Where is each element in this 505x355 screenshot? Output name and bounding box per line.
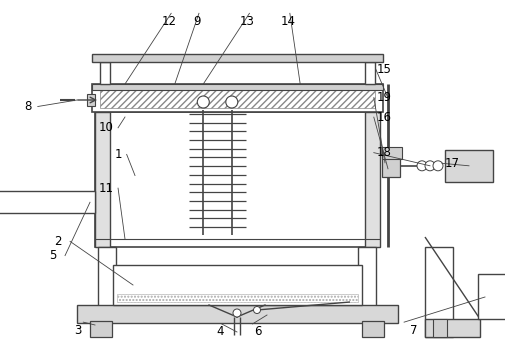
Bar xyxy=(90,321,112,337)
Bar xyxy=(113,265,362,305)
Text: 18: 18 xyxy=(376,146,391,159)
Text: 7: 7 xyxy=(411,324,418,337)
Text: 16: 16 xyxy=(376,111,391,124)
Circle shape xyxy=(233,309,241,317)
Text: 6: 6 xyxy=(254,326,261,338)
Text: 11: 11 xyxy=(98,182,114,195)
Bar xyxy=(117,294,358,302)
Text: 15: 15 xyxy=(376,63,391,76)
Circle shape xyxy=(197,96,209,108)
Bar xyxy=(92,84,383,112)
Circle shape xyxy=(254,306,261,313)
Bar xyxy=(98,247,116,319)
Text: 2: 2 xyxy=(55,235,62,248)
Text: 19: 19 xyxy=(376,91,391,104)
Text: 9: 9 xyxy=(193,15,200,28)
Bar xyxy=(100,62,110,84)
Bar xyxy=(358,247,376,319)
Bar xyxy=(92,54,383,62)
Bar xyxy=(362,321,384,337)
Bar xyxy=(445,150,493,182)
Bar xyxy=(425,319,480,337)
Bar xyxy=(95,112,380,247)
Circle shape xyxy=(417,161,427,171)
Text: 14: 14 xyxy=(280,15,295,28)
Text: 5: 5 xyxy=(49,249,57,262)
Bar xyxy=(95,112,110,247)
Bar xyxy=(0,191,95,213)
Bar xyxy=(433,319,447,337)
Bar xyxy=(87,94,95,106)
Text: 10: 10 xyxy=(98,121,114,134)
Text: 8: 8 xyxy=(24,100,31,113)
Bar xyxy=(365,62,375,84)
Text: 13: 13 xyxy=(240,15,255,28)
Bar xyxy=(425,247,453,337)
Text: 17: 17 xyxy=(444,157,460,170)
Bar xyxy=(382,147,402,159)
Text: 12: 12 xyxy=(162,15,177,28)
Bar xyxy=(109,116,366,243)
Bar xyxy=(382,155,400,177)
Circle shape xyxy=(433,161,443,171)
Bar xyxy=(100,88,375,108)
Text: 4: 4 xyxy=(216,326,223,338)
Bar xyxy=(478,274,505,319)
Bar xyxy=(365,112,380,247)
Circle shape xyxy=(425,161,435,171)
Text: 1: 1 xyxy=(115,148,122,161)
Circle shape xyxy=(226,96,238,108)
Bar xyxy=(77,305,398,323)
Bar xyxy=(92,84,383,90)
Text: 3: 3 xyxy=(75,324,82,337)
